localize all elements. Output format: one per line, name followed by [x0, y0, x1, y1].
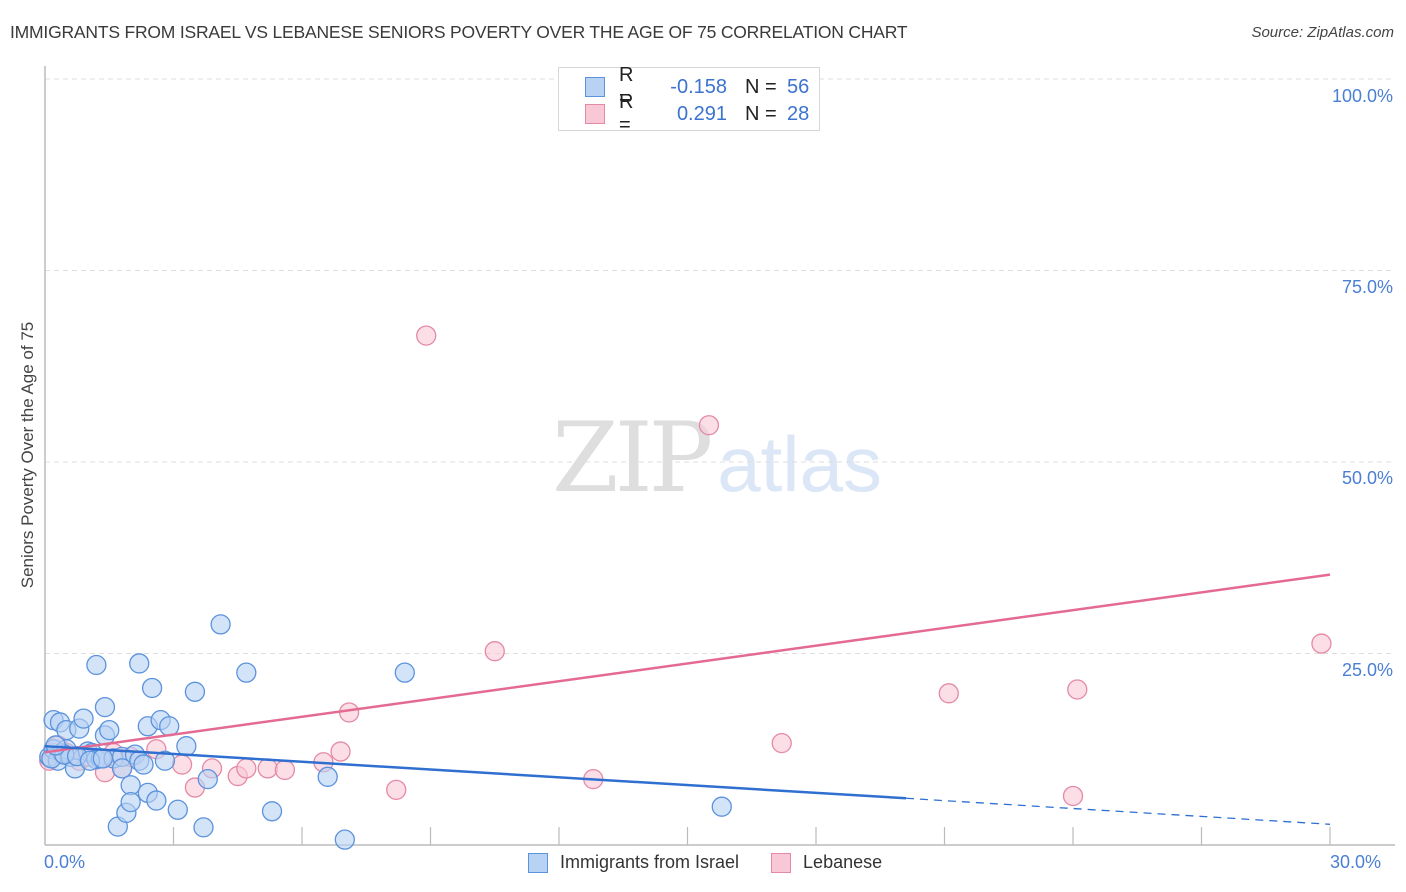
israel-point — [133, 754, 154, 775]
x-tick-max: 30.0% — [1330, 852, 1382, 872]
chart-title: IMMIGRANTS FROM ISRAEL VS LEBANESE SENIO… — [10, 22, 908, 42]
israel-point — [154, 750, 176, 771]
israel-point — [176, 736, 197, 757]
lebanese-point — [330, 741, 351, 762]
y-tick-50: 50.0% — [1341, 468, 1393, 488]
watermark-zip: ZIP — [552, 402, 713, 514]
lebanese-point — [1062, 785, 1084, 807]
series-legend: Immigrants from Israel Lebanese — [528, 852, 914, 873]
israel-point — [86, 654, 107, 676]
correlation-legend: R = -0.158 N = 56 R = 0.291 N = 28 — [558, 64, 820, 136]
lebanese-point — [1067, 679, 1088, 700]
trend-lines — [44, 573, 1331, 825]
y-tick-25: 25.0% — [1341, 660, 1393, 680]
y-tick-100: 100.0% — [1331, 86, 1393, 106]
israel-point — [711, 796, 732, 817]
legend-label-lebanese: Lebanese — [803, 852, 883, 872]
axes — [44, 66, 1395, 846]
israel-point — [317, 766, 338, 787]
israel-point — [73, 708, 94, 729]
lebanese-point — [386, 779, 407, 800]
israel-point — [99, 719, 120, 741]
israel-point — [141, 677, 163, 699]
r-value-lebanese: 0.291 — [676, 102, 727, 125]
n-label: N = — [745, 102, 777, 125]
israel-swatch — [585, 77, 605, 97]
n-value-israel: 56 — [787, 75, 810, 98]
lebanese-point — [1311, 633, 1332, 654]
lebanese-point — [938, 683, 959, 704]
legend-row-lebanese: R = 0.291 N = 28 — [585, 91, 810, 136]
lebanese-point — [236, 758, 257, 779]
watermark-atlas: atlas — [717, 420, 882, 508]
lebanese-points — [39, 68, 1332, 807]
israel-points — [39, 614, 732, 850]
lebanese-point — [338, 702, 360, 723]
lebanese-point — [698, 415, 720, 436]
r-label: R = — [619, 64, 634, 109]
israel-point — [210, 614, 231, 635]
israel-point — [94, 696, 116, 718]
israel-point — [92, 748, 113, 769]
israel-point — [193, 817, 214, 838]
gridlines — [45, 78, 1395, 654]
source-label: Source: ZipAtlas.com — [1251, 24, 1394, 41]
lebanese-point — [416, 325, 437, 346]
israel-swatch — [528, 852, 548, 873]
r-value-israel: -0.158 — [670, 75, 727, 98]
israel-trend-extension — [905, 797, 1331, 825]
r-label: R = — [619, 91, 634, 136]
lebanese-point — [171, 754, 193, 775]
legend-label-israel: Immigrants from Israel — [560, 852, 740, 872]
lebanese-swatch — [585, 104, 605, 124]
lebanese-point — [257, 758, 278, 779]
n-label: N = — [745, 75, 777, 98]
lebanese-point — [771, 732, 792, 754]
lebanese-point — [274, 759, 296, 781]
israel-point — [159, 716, 180, 737]
israel-point — [236, 662, 257, 683]
israel-point — [394, 662, 415, 683]
israel-point — [111, 758, 133, 779]
lebanese-trend-line — [44, 573, 1331, 754]
israel-trend-line — [44, 744, 907, 800]
lebanese-swatch — [771, 852, 792, 873]
lebanese-point — [484, 641, 505, 662]
zipatlas-watermark: ZIP atlas — [552, 402, 882, 514]
y-tick-75: 75.0% — [1341, 277, 1393, 297]
israel-point — [334, 829, 355, 850]
israel-point — [184, 681, 206, 702]
israel-point — [261, 801, 283, 822]
legend-item-lebanese[interactable]: Lebanese — [771, 852, 882, 873]
x-tick-min: 0.0% — [44, 852, 86, 872]
n-value-lebanese: 28 — [787, 102, 810, 125]
legend-item-israel[interactable]: Immigrants from Israel — [528, 852, 739, 873]
israel-point — [120, 791, 141, 813]
israel-point — [197, 768, 218, 790]
y-axis-label: Seniors Poverty Over the Age of 75 — [18, 321, 37, 589]
israel-point — [120, 775, 141, 796]
israel-point — [167, 799, 188, 820]
israel-point — [129, 653, 150, 674]
legend-row-israel: R = -0.158 N = 56 — [585, 64, 810, 109]
israel-point — [146, 790, 167, 811]
